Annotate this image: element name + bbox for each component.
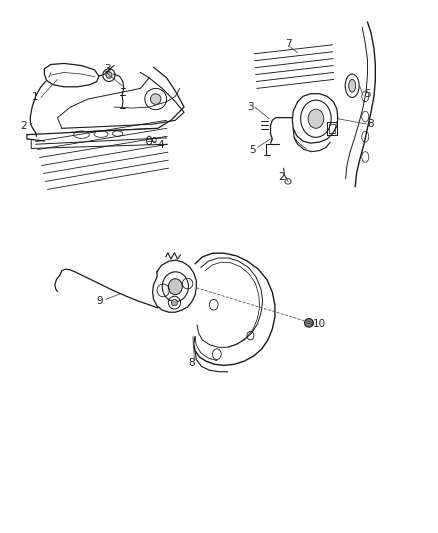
Text: 3: 3: [104, 64, 111, 74]
Ellipse shape: [150, 94, 161, 104]
Text: 5: 5: [364, 88, 371, 99]
Text: 1: 1: [32, 92, 39, 102]
Text: 8: 8: [367, 119, 374, 129]
Text: 2: 2: [279, 172, 285, 182]
Text: 10: 10: [313, 319, 326, 329]
Text: 8: 8: [188, 358, 195, 368]
Text: 5: 5: [250, 144, 256, 155]
Text: 9: 9: [97, 296, 103, 306]
Ellipse shape: [308, 109, 324, 128]
Text: 2: 2: [20, 121, 27, 131]
Ellipse shape: [304, 319, 313, 327]
Text: 4: 4: [157, 140, 164, 150]
Ellipse shape: [106, 72, 112, 78]
Ellipse shape: [168, 279, 182, 295]
Ellipse shape: [171, 300, 177, 306]
Text: 7: 7: [285, 39, 292, 49]
Text: 3: 3: [247, 102, 254, 112]
Ellipse shape: [349, 79, 356, 92]
